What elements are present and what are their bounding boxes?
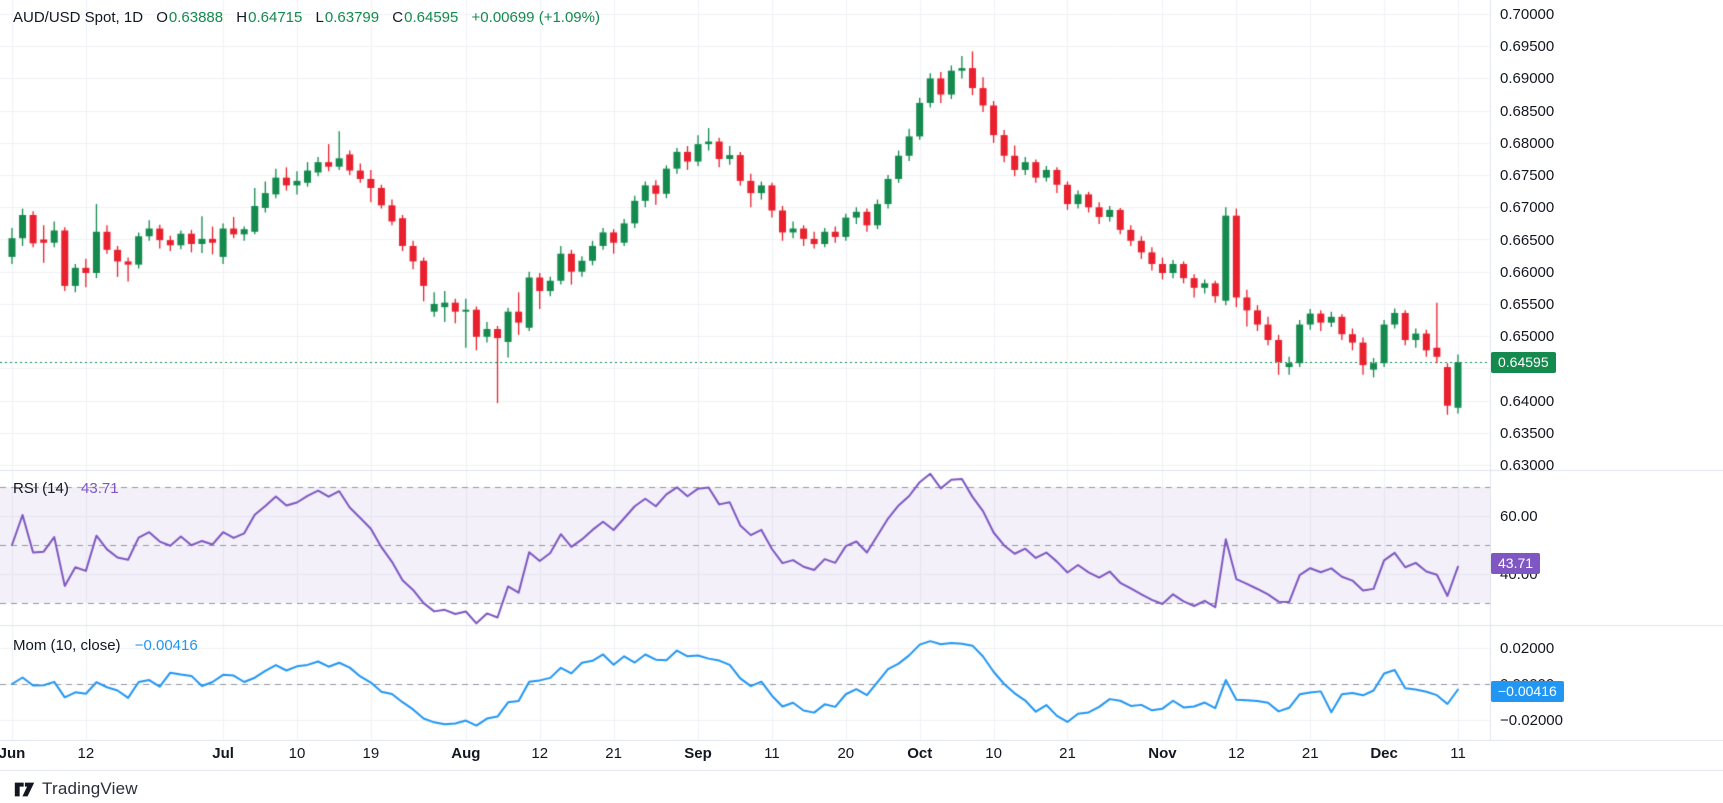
time-axis-day-label: 20 [837, 745, 855, 762]
price-axis-label: 0.65500 [1500, 295, 1555, 313]
time-axis-day-label: 12 [531, 745, 549, 762]
low-label: L [315, 9, 324, 26]
time-axis-day-label: 21 [1301, 745, 1319, 762]
time-axis-day-label: 21 [605, 745, 622, 762]
price-axis-label: 0.67000 [1500, 199, 1555, 217]
price-axis-label: 0.66500 [1500, 231, 1555, 249]
symbol-title: AUD/USD Spot, 1D [13, 9, 144, 26]
price-axis-label: 0.63000 [1500, 457, 1555, 474]
time-axis-month-label: Nov [1148, 745, 1177, 762]
time-axis-day-label: 10 [288, 745, 306, 762]
mom-value: −0.00416 [134, 637, 198, 654]
change-value: +0.00699 (+1.09%) [471, 9, 600, 26]
open-label: O [156, 9, 168, 26]
rsi-label: RSI (14) [13, 480, 69, 497]
tradingview-brand-text: TradingView [42, 779, 138, 798]
close-value: 0.64595 [404, 9, 459, 26]
close-label: C [392, 9, 404, 26]
tradingview-logo-icon [14, 781, 35, 798]
rsi-legend[interactable]: RSI (14) 43.71 [13, 480, 119, 497]
time-axis-month-label: Jun [0, 745, 26, 762]
time-axis-day-label: 12 [77, 745, 95, 762]
symbol-legend[interactable]: AUD/USD Spot, 1D O0.63888 H0.64715 L0.63… [13, 9, 600, 26]
price-axis-label: 0.63500 [1500, 424, 1555, 442]
time-axis-day-label: 12 [1228, 745, 1245, 762]
tradingview-attribution[interactable]: TradingView [14, 779, 138, 799]
time-axis-month-label: Aug [451, 745, 481, 762]
price-axis-label: 0.65000 [1500, 328, 1555, 346]
price-axis-label: 0.68000 [1500, 134, 1555, 152]
price-axis-label: 0.68500 [1500, 102, 1555, 120]
rsi-axis-label: 60.00 [1500, 508, 1538, 525]
price-axis-label: 0.70000 [1500, 6, 1555, 23]
open-value: 0.63888 [168, 9, 224, 26]
low-value: 0.63799 [324, 9, 380, 26]
time-axis-day-label: 11 [1450, 745, 1466, 762]
time-axis-month-label: Sep [684, 745, 712, 762]
mom-axis-label: 0.02000 [1500, 640, 1555, 657]
price-axis-label: 0.64000 [1500, 392, 1555, 410]
time-axis-day-label: 19 [362, 745, 380, 762]
mom-legend[interactable]: Mom (10, close) −0.00416 [13, 637, 198, 654]
rsi-value: 43.71 [81, 480, 119, 497]
last-price-badge: 0.64595 [1491, 352, 1556, 374]
time-axis-day-label: 21 [1059, 745, 1076, 762]
rsi-value-badge: 43.71 [1491, 553, 1541, 575]
high-value: 0.64715 [248, 9, 303, 26]
time-axis-month-label: Oct [907, 745, 933, 762]
mom-axis-label: −0.02000 [1500, 712, 1563, 729]
time-axis-month-label: Dec [1370, 745, 1398, 762]
high-label: H [236, 9, 248, 26]
time-axis-month-label: Jul [212, 745, 234, 762]
time-axis-day-label: 11 [764, 745, 780, 762]
mom-label: Mom (10, close) [13, 637, 121, 654]
price-axis-label: 0.67500 [1500, 167, 1555, 185]
price-axis-label: 0.66000 [1500, 263, 1555, 281]
mom-value-badge: −0.00416 [1491, 681, 1564, 703]
time-axis-day-label: 10 [985, 745, 1002, 762]
price-axis-label: 0.69000 [1500, 70, 1555, 88]
price-axis-label: 0.69500 [1500, 38, 1555, 56]
